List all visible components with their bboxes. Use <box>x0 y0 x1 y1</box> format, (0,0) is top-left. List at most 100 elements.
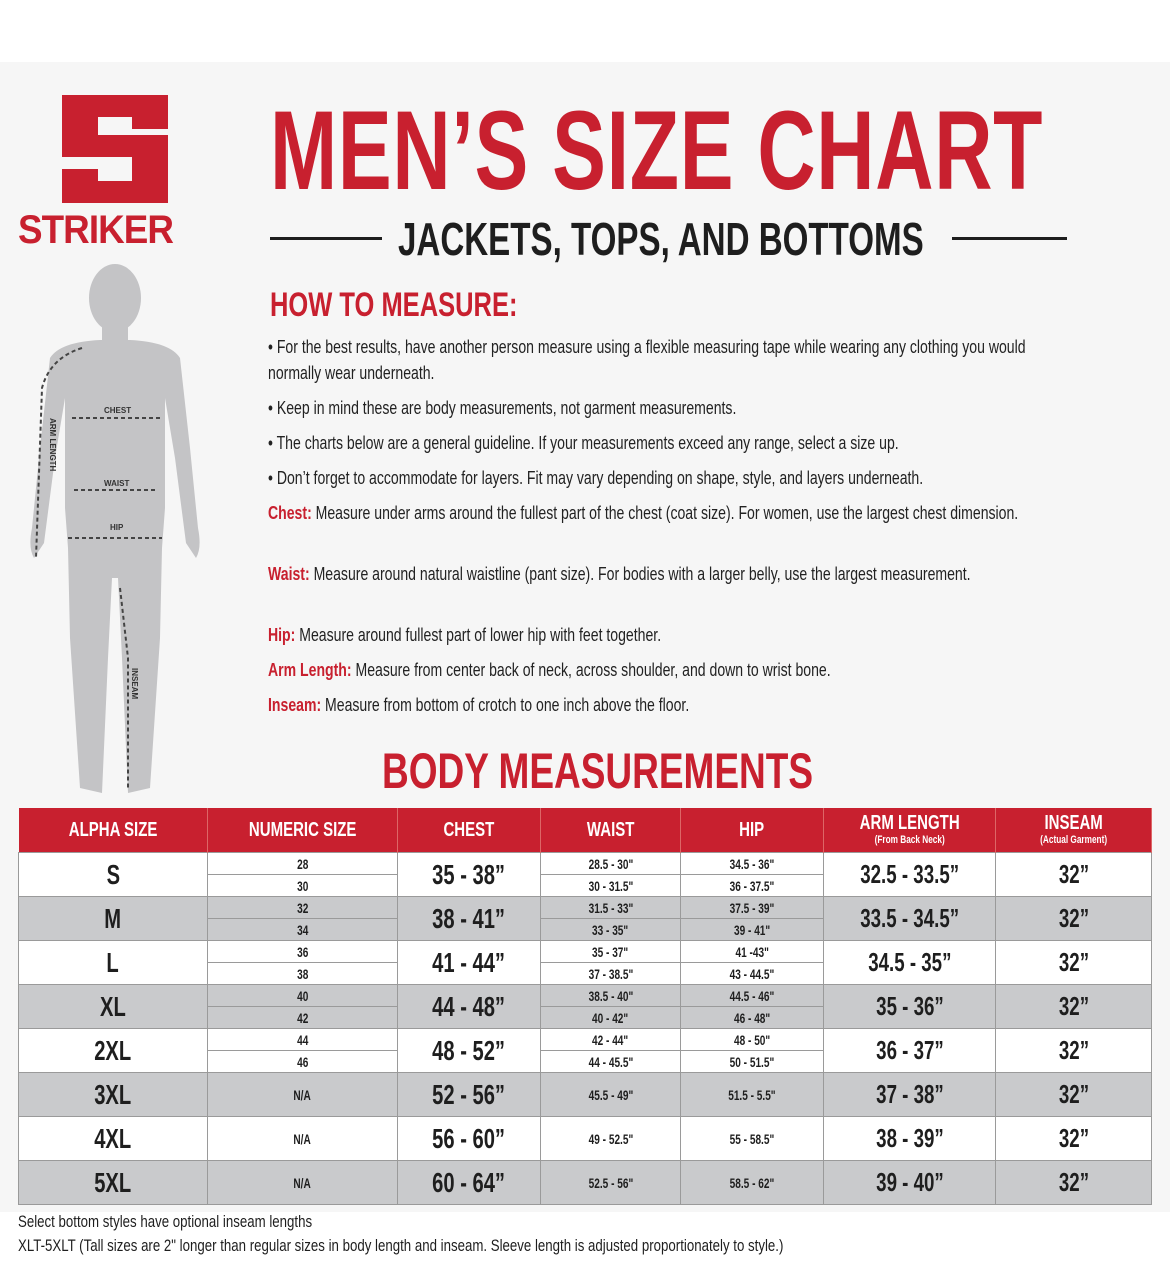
definition-waist: Waist: Measure around natural waistline … <box>268 561 1074 587</box>
hip-range-text: 39 - 41" <box>733 921 771 938</box>
numeric-size: 36 <box>207 940 398 963</box>
hip-range: 37.5 - 39" <box>680 896 824 919</box>
definition-text: Measure from center back of neck, across… <box>351 659 831 680</box>
chest-range-text: 52 - 56” <box>432 1078 506 1110</box>
arm-length-range: 39 - 40” <box>823 1160 996 1205</box>
definition-arm-length: Arm Length: Measure from center back of … <box>268 657 1074 683</box>
numeric-size: 34 <box>207 918 398 941</box>
hip-range: 34.5 - 36" <box>680 852 824 875</box>
arm-length-range: 37 - 38” <box>823 1072 996 1117</box>
alpha-size: 3XL <box>18 1072 208 1117</box>
definition-label: Arm Length: <box>268 659 352 680</box>
inseam-value-text: 32” <box>1058 1079 1089 1109</box>
waist-range-text: 40 - 42" <box>592 1009 629 1026</box>
column-header: HIP <box>680 808 824 853</box>
numeric-size: 30 <box>207 874 398 897</box>
numeric-size-text: 30 <box>296 877 309 894</box>
waist-range: 45.5 - 49" <box>540 1072 681 1117</box>
page-title: MEN’S SIZE CHART <box>270 88 1044 213</box>
chest-label: CHEST <box>104 406 131 415</box>
numeric-size-text: 34 <box>296 921 309 938</box>
alpha-size: 2XL <box>18 1028 208 1073</box>
numeric-size-text: N/A <box>293 1130 312 1147</box>
arm-length-label: ARM LENGTH <box>48 418 57 472</box>
divider <box>270 237 382 240</box>
alpha-size: 5XL <box>18 1160 208 1205</box>
arm-length-range: 32.5 - 33.5” <box>823 852 996 897</box>
definition-label: Waist: <box>268 563 310 584</box>
inseam-value: 32” <box>995 1160 1152 1205</box>
waist-range-text: 31.5 - 33" <box>588 899 633 916</box>
chest-range-text: 41 - 44” <box>432 946 506 978</box>
alpha-size-text: 2XL <box>94 1034 132 1066</box>
hip-range: 48 - 50" <box>680 1028 824 1051</box>
table-row: L 36 41 - 44” 35 - 37" 41 -43" 34.5 - 35” 32” <box>18 940 1152 985</box>
waist-range-text: 30 - 31.5" <box>588 877 633 894</box>
footnote: Select bottom styles have optional insea… <box>18 1212 313 1231</box>
chest-range: 35 - 38” <box>397 852 541 897</box>
column-header: NUMERIC SIZE <box>207 808 398 853</box>
numeric-size-text: 28 <box>296 855 309 872</box>
chest-range: 56 - 60” <box>397 1116 541 1161</box>
column-header: ALPHA SIZE <box>18 808 208 853</box>
inseam-value-text: 32” <box>1058 1123 1089 1153</box>
table-header-row: ALPHA SIZE NUMERIC SIZE CHEST WAIST HIP ARM L… <box>18 808 1152 853</box>
inseam-value: 32” <box>995 940 1152 985</box>
bullet: • For the best results, have another per… <box>268 336 1026 383</box>
waist-range: 33 - 35" <box>540 918 681 941</box>
size-table: ALPHA SIZE NUMERIC SIZE CHEST WAIST HIP ARM L… <box>18 808 1152 1205</box>
divider <box>952 237 1067 240</box>
inseam-value: 32” <box>995 1028 1152 1073</box>
hip-range-text: 58.5 - 62" <box>729 1174 775 1191</box>
chest-range: 52 - 56” <box>397 1072 541 1117</box>
definition-label: Inseam: <box>268 694 322 715</box>
waist-range-text: 44 - 45.5" <box>588 1053 633 1070</box>
inseam-value: 32” <box>995 1116 1152 1161</box>
inseam-value: 32” <box>995 984 1152 1029</box>
alpha-size: 4XL <box>18 1116 208 1161</box>
table-row: S 28 35 - 38” 28.5 - 30" 34.5 - 36" 32.5 - 33… <box>18 852 1152 897</box>
inseam-value: 32” <box>995 1072 1152 1117</box>
waist-range-text: 33 - 35" <box>592 921 629 938</box>
hip-range: 39 - 41" <box>680 918 824 941</box>
arm-length-range-text: 33.5 - 34.5” <box>860 903 959 933</box>
arm-length-range-text: 34.5 - 35” <box>867 947 952 977</box>
hip-range-text: 55 - 58.5" <box>729 1130 775 1147</box>
inseam-value-text: 32” <box>1058 859 1089 889</box>
hip-range-text: 51.5 - 5.5" <box>728 1086 776 1103</box>
inseam-value-text: 32” <box>1058 1035 1089 1065</box>
arm-length-range-text: 37 - 38” <box>875 1079 944 1109</box>
hip-range: 46 - 48" <box>680 1006 824 1029</box>
column-header: INSEAM (Actual Garment) <box>995 808 1152 853</box>
waist-range-text: 28.5 - 30" <box>588 855 633 872</box>
numeric-size-text: N/A <box>293 1086 312 1103</box>
waist-range: 42 - 44" <box>540 1028 681 1051</box>
column-sublabel: (From Back Neck) <box>874 833 945 846</box>
hip-range-text: 48 - 50" <box>733 1031 771 1048</box>
alpha-size: L <box>18 940 208 985</box>
hip-range: 44.5 - 46" <box>680 984 824 1007</box>
inseam-value-text: 32” <box>1058 947 1089 977</box>
column-label: ARM LENGTH <box>859 811 960 834</box>
striker-logo-icon <box>62 95 168 203</box>
hip-range-text: 41 -43" <box>735 943 769 960</box>
chest-range: 41 - 44” <box>397 940 541 985</box>
bullet: • Don’t forget to accommodate for layers… <box>268 467 924 488</box>
waist-range: 35 - 37" <box>540 940 681 963</box>
alpha-size-text: M <box>104 902 122 934</box>
definition-chest: Chest: Measure under arms around the ful… <box>268 500 1074 526</box>
hip-range: 43 - 44.5" <box>680 962 824 985</box>
hip-range-text: 43 - 44.5" <box>729 965 775 982</box>
chest-range-text: 60 - 64” <box>432 1166 506 1198</box>
table-subrow: 42 40 - 42" 46 - 48" <box>19 1006 1152 1029</box>
table-subrow: 38 37 - 38.5" 43 - 44.5" <box>19 962 1152 985</box>
alpha-size-text: XL <box>100 990 126 1022</box>
numeric-size-text: 36 <box>296 943 309 960</box>
numeric-size: 32 <box>207 896 398 919</box>
waist-label: WAIST <box>104 479 129 488</box>
waist-range-text: 35 - 37" <box>592 943 629 960</box>
waist-range: 44 - 45.5" <box>540 1050 681 1073</box>
waist-range-text: 38.5 - 40" <box>588 987 633 1004</box>
chest-range: 38 - 41” <box>397 896 541 941</box>
inseam-label: INSEAM <box>130 668 139 699</box>
